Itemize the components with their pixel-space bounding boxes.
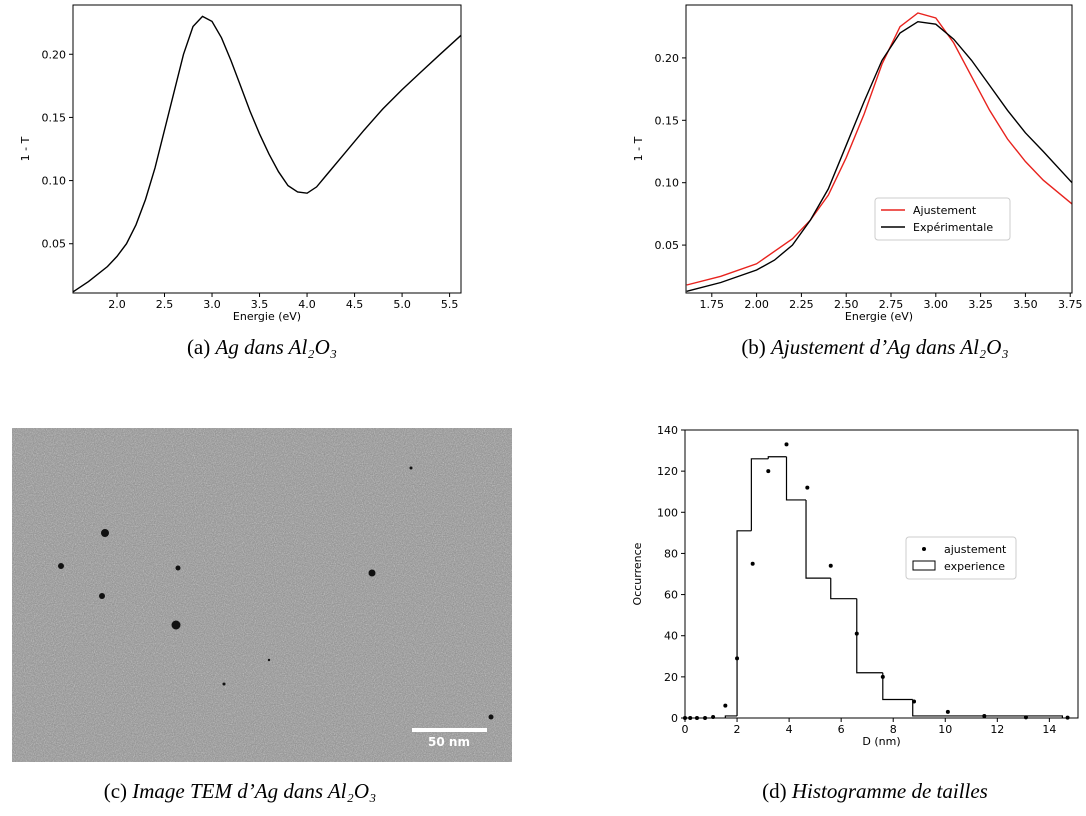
caption-text: Ag dans Al₂O₃ <box>214 335 338 359</box>
histogram-bar <box>912 699 1063 718</box>
histogram-bar <box>750 458 769 531</box>
x-tick-label: 3.75 <box>1058 298 1083 311</box>
point <box>750 561 755 566</box>
x-tick-label: 2.75 <box>879 298 904 311</box>
x-tick-label: 4 <box>786 723 793 736</box>
histogram-bar <box>805 499 831 579</box>
y-tick-label: 60 <box>664 589 678 602</box>
plot-frame <box>72 4 462 294</box>
y-axis-label: Occurrence <box>631 542 644 605</box>
caption-text: Ajustement d’Ag dans Al₂O₃ <box>769 335 1009 359</box>
point <box>945 709 950 714</box>
point <box>784 442 789 447</box>
legend-label: experience <box>944 560 1005 573</box>
caption: (d) Histogramme de tailles <box>762 779 988 803</box>
caption: (c) Image TEM d’Ag dans Al₂O₃ <box>104 779 377 803</box>
x-tick-label: 3.0 <box>203 298 221 311</box>
histogram-bar <box>785 456 807 501</box>
x-tick-label: 3.00 <box>924 298 949 311</box>
histogram-bar <box>882 672 913 701</box>
scale-bar-label: 50 nm <box>428 735 470 749</box>
x-tick-label: 3.5 <box>251 298 269 311</box>
x-axis-label: Energie (eV) <box>233 310 301 323</box>
caption-text: Histogramme de tailles <box>791 779 988 803</box>
point <box>766 469 771 474</box>
x-tick-label: 3.25 <box>968 298 993 311</box>
point <box>723 703 728 708</box>
x-tick-label: 4.5 <box>346 298 364 311</box>
y-tick-label: 0.10 <box>42 175 67 188</box>
y-tick-label: 0.10 <box>655 177 680 190</box>
legend-label: Expérimentale <box>913 221 993 234</box>
x-tick-label: 10 <box>938 723 952 736</box>
y-tick-label: 0 <box>671 712 678 725</box>
y-tick-label: 0.15 <box>42 111 67 124</box>
point <box>805 485 810 490</box>
x-tick-label: 2.50 <box>834 298 859 311</box>
histogram-bar <box>724 715 738 718</box>
x-tick-label: 8 <box>890 723 897 736</box>
y-tick-label: 0.15 <box>655 114 680 127</box>
y-tick-label: 40 <box>664 630 678 643</box>
x-tick-label: 0 <box>682 723 689 736</box>
histogram-bar <box>856 598 883 674</box>
y-tick-label: 0.20 <box>655 52 680 65</box>
plot-area <box>686 12 1073 292</box>
point <box>828 563 833 568</box>
x-tick-label: 2 <box>734 723 741 736</box>
legend-frame <box>905 536 1017 580</box>
legend-label: ajustement <box>944 543 1007 556</box>
y-axis-label: 1 - T <box>632 136 645 161</box>
y-tick-label: 80 <box>664 547 678 560</box>
y-tick-label: 100 <box>657 506 678 519</box>
x-tick-label: 5.0 <box>393 298 411 311</box>
plot-area <box>683 442 1070 720</box>
y-tick-label: 0.05 <box>42 238 67 251</box>
y-tick-label: 20 <box>664 671 678 684</box>
legend-label: Ajustement <box>913 204 977 217</box>
x-tick-label: 2.25 <box>789 298 814 311</box>
tem-image: 50 nm <box>12 428 512 762</box>
chart: 1.75 2.00 2.25 2.50 2.75 3.00 3.25 3.50 3.75 0.05… <box>632 4 1083 323</box>
x-tick-label: 12 <box>990 723 1004 736</box>
x-tick-label: 14 <box>1042 723 1056 736</box>
x-tick-label: 5.5 <box>441 298 459 311</box>
histogram-bar <box>736 530 752 716</box>
plot-frame <box>684 429 1079 719</box>
line <box>72 15 462 293</box>
histogram-bar <box>830 578 857 600</box>
line <box>686 20 1073 292</box>
x-tick-label: 2.0 <box>108 298 126 311</box>
x-axis-label: D (nm) <box>862 735 900 748</box>
caption-label: (c) <box>104 779 127 803</box>
y-tick-label: 0.20 <box>42 48 67 61</box>
y-tick-label: 0.05 <box>655 239 680 252</box>
x-tick-label: 2.5 <box>156 298 174 311</box>
legend-marker <box>912 560 936 571</box>
caption-label: (b) <box>741 335 766 359</box>
x-tick-label: 6 <box>838 723 845 736</box>
x-tick-label: 1.75 <box>700 298 725 311</box>
caption: (a) Ag dans Al₂O₃ <box>187 335 337 359</box>
caption-label: (d) <box>762 779 787 803</box>
y-axis-label: 1 - T <box>19 136 32 161</box>
x-tick-label: 4.0 <box>298 298 316 311</box>
plot-area <box>72 15 462 293</box>
y-tick-label: 140 <box>657 424 678 437</box>
x-tick-label: 3.50 <box>1013 298 1038 311</box>
chart: 2.0 2.5 3.0 3.5 4.0 4.5 5.0 5.5 0.05 0.10 0.15 0.20… <box>19 4 462 323</box>
caption-label: (a) <box>187 335 210 359</box>
y-tick-label: 120 <box>657 465 678 478</box>
x-tick-label: 2.00 <box>744 298 769 311</box>
line <box>686 12 1073 286</box>
caption-text: Image TEM d’Ag dans Al₂O₃ <box>131 779 376 803</box>
x-axis-label: Energie (eV) <box>845 310 913 323</box>
histogram-bar <box>767 456 787 459</box>
legend-frame <box>874 197 1011 241</box>
caption: (b) Ajustement d’Ag dans Al₂O₃ <box>741 335 1008 359</box>
plot-frame <box>685 4 1073 294</box>
legend-marker <box>922 547 926 551</box>
